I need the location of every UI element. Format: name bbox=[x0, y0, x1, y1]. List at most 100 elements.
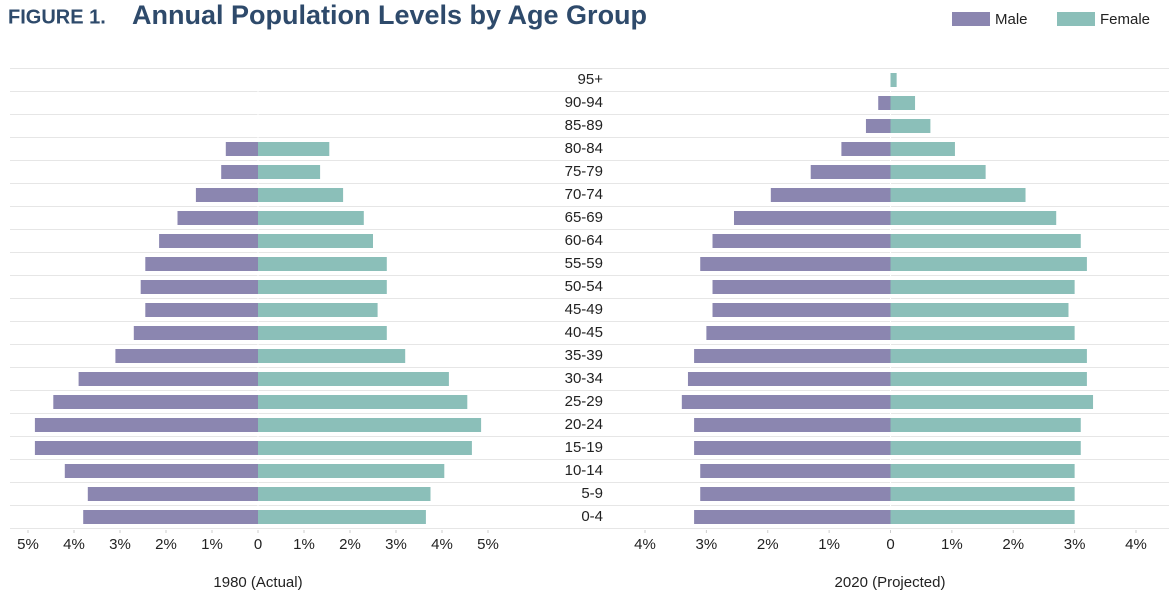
bar bbox=[83, 510, 258, 524]
x-tick-label: 0 bbox=[254, 536, 262, 553]
bar bbox=[258, 510, 426, 524]
bar bbox=[890, 441, 1081, 455]
bar bbox=[258, 326, 387, 340]
x-tick-label: 0 bbox=[886, 536, 894, 553]
age-group-label: 65-69 bbox=[565, 209, 603, 226]
age-group-label: 55-59 bbox=[565, 255, 603, 272]
bar bbox=[258, 441, 472, 455]
x-tick-label: 3% bbox=[696, 536, 718, 553]
x-tick-label: 5% bbox=[477, 536, 499, 553]
bar bbox=[890, 73, 897, 87]
bar bbox=[145, 257, 258, 271]
bar bbox=[225, 142, 258, 156]
bar bbox=[706, 326, 891, 340]
x-tick-label: 4% bbox=[634, 536, 656, 553]
axis-title: 2020 (Projected) bbox=[835, 574, 946, 591]
bar bbox=[890, 211, 1057, 225]
bar bbox=[258, 303, 378, 317]
bar bbox=[87, 487, 258, 501]
bar bbox=[78, 372, 258, 386]
x-tick-label: 1% bbox=[201, 536, 223, 553]
bar bbox=[34, 418, 259, 432]
bar bbox=[865, 119, 891, 133]
age-group-label: 25-29 bbox=[565, 393, 603, 410]
bar bbox=[890, 395, 1094, 409]
x-tick-label: 4% bbox=[63, 536, 85, 553]
bar bbox=[890, 349, 1087, 363]
bar bbox=[258, 142, 330, 156]
bar bbox=[890, 119, 931, 133]
bar bbox=[700, 464, 891, 478]
bar bbox=[810, 165, 891, 179]
age-group-label: 80-84 bbox=[565, 140, 603, 157]
bar bbox=[159, 234, 258, 248]
x-tick-label: 3% bbox=[1064, 536, 1086, 553]
age-group-label: 95+ bbox=[578, 71, 604, 88]
bar bbox=[258, 234, 373, 248]
bar bbox=[890, 234, 1081, 248]
age-group-label: 30-34 bbox=[565, 370, 603, 387]
x-tick-label: 3% bbox=[109, 536, 131, 553]
bar bbox=[890, 188, 1026, 202]
bar bbox=[258, 395, 468, 409]
bar bbox=[890, 510, 1075, 524]
bar bbox=[890, 464, 1075, 478]
age-group-label: 40-45 bbox=[565, 324, 603, 341]
age-group-label: 5-9 bbox=[581, 485, 603, 502]
bar bbox=[195, 188, 258, 202]
bar bbox=[258, 211, 364, 225]
age-group-label: 15-19 bbox=[565, 439, 603, 456]
bar bbox=[145, 303, 258, 317]
bar bbox=[890, 372, 1087, 386]
bar bbox=[258, 349, 406, 363]
bar bbox=[700, 257, 891, 271]
age-group-label: 90-94 bbox=[565, 94, 603, 111]
bar bbox=[115, 349, 259, 363]
bar bbox=[221, 165, 258, 179]
age-group-label: 0-4 bbox=[581, 508, 603, 525]
bar bbox=[890, 96, 916, 110]
bar bbox=[878, 96, 891, 110]
bar bbox=[890, 280, 1075, 294]
age-group-label: 45-49 bbox=[565, 301, 603, 318]
legend-swatch bbox=[952, 12, 990, 26]
legend-swatch bbox=[1057, 12, 1095, 26]
bar bbox=[700, 487, 891, 501]
figure-label: FIGURE 1. bbox=[8, 6, 106, 28]
bar bbox=[258, 464, 445, 478]
x-tick-label: 4% bbox=[1125, 536, 1147, 553]
bar bbox=[694, 418, 891, 432]
legend-label: Male bbox=[995, 11, 1028, 28]
bar bbox=[712, 303, 891, 317]
x-tick-label: 5% bbox=[17, 536, 39, 553]
age-group-label: 10-14 bbox=[565, 462, 603, 479]
age-group-label: 35-39 bbox=[565, 347, 603, 364]
bar bbox=[53, 395, 258, 409]
bar bbox=[140, 280, 258, 294]
bar bbox=[890, 418, 1081, 432]
bar bbox=[258, 372, 449, 386]
x-tick-label: 1% bbox=[293, 536, 315, 553]
age-group-label: 85-89 bbox=[565, 117, 603, 134]
bar bbox=[890, 303, 1069, 317]
bar bbox=[64, 464, 258, 478]
bar bbox=[258, 280, 387, 294]
bar bbox=[258, 257, 387, 271]
bar bbox=[133, 326, 258, 340]
bar bbox=[694, 510, 891, 524]
x-tick-label: 1% bbox=[818, 536, 840, 553]
bar bbox=[890, 257, 1087, 271]
bar bbox=[890, 142, 955, 156]
bar bbox=[841, 142, 891, 156]
x-tick-label: 1% bbox=[941, 536, 963, 553]
x-tick-label: 2% bbox=[339, 536, 361, 553]
bar bbox=[687, 372, 891, 386]
age-group-label: 75-79 bbox=[565, 163, 603, 180]
bar bbox=[733, 211, 891, 225]
bar bbox=[770, 188, 891, 202]
x-tick-label: 2% bbox=[155, 536, 177, 553]
age-group-label: 20-24 bbox=[565, 416, 603, 433]
bar bbox=[694, 441, 891, 455]
bar bbox=[258, 418, 482, 432]
